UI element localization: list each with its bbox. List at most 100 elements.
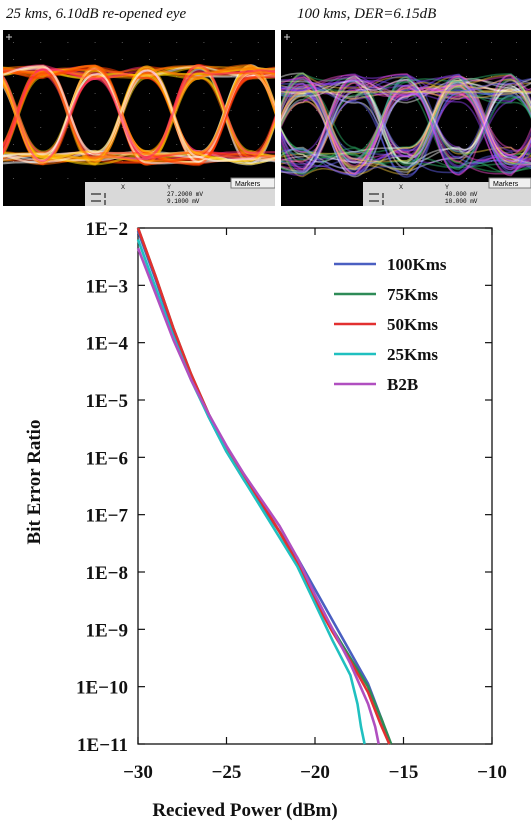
graticule-dot: [341, 127, 342, 128]
eye-trace: [281, 72, 531, 174]
graticule-dot: [230, 110, 232, 111]
graticule-dot: [316, 127, 317, 128]
graticule-dot: [516, 178, 517, 179]
graticule-dot: [441, 161, 442, 162]
eye-trace: [281, 78, 531, 173]
series-lines: [136, 227, 393, 745]
y-tick-label: 1E−2: [86, 219, 129, 240]
eye-trace: [281, 79, 531, 176]
eye-trace: [281, 87, 531, 175]
channel-marker-icon: [6, 34, 12, 40]
eye-trace: [3, 67, 275, 165]
graticule-dot: [466, 127, 467, 128]
y-tick-label: 1E−9: [86, 620, 129, 641]
graticule-dot: [203, 59, 205, 60]
graticule-dot: [257, 42, 259, 43]
eye-trace: [281, 74, 531, 174]
graticule-dot: [466, 93, 467, 94]
y-tick-label: 1E−3: [86, 276, 129, 297]
graticule-dot: [291, 161, 292, 162]
graticule-dot: [40, 59, 42, 60]
eye-trace: [281, 81, 531, 174]
graticule-dot: [416, 178, 417, 179]
graticule-dot: [416, 76, 417, 77]
y-axis-title: Bit Error Ratio: [24, 420, 45, 545]
graticule-dot: [121, 59, 123, 60]
graticule-dot: [121, 144, 123, 145]
eye-trace: [281, 94, 531, 174]
eye-trace: [281, 84, 531, 166]
graticule-dot: [316, 110, 317, 111]
legend-label-50kms: 50Kms: [387, 315, 438, 334]
graticule-dot: [491, 93, 492, 94]
eye-trace: [281, 78, 531, 163]
eye-trace: [281, 81, 531, 165]
graticule-dot: [203, 42, 205, 43]
y-tick-labels: 1E−2 1E−3 1E−4 1E−5 1E−6 1E−7 1E−8 1E−9 1E−10 1E−…: [76, 219, 128, 756]
graticule-dot: [13, 42, 14, 43]
graticule-dot: [416, 161, 417, 162]
eye-trace: [281, 73, 531, 171]
graticule-dot: [516, 76, 517, 77]
graticule-dot: [291, 144, 292, 145]
eye-trace: [281, 73, 531, 128]
eye-trace: [3, 65, 275, 163]
graticule-dot: [67, 59, 69, 60]
graticule-dot: [67, 127, 69, 128]
graticule-dot: [366, 110, 367, 111]
graticule-dot: [203, 93, 205, 94]
graticule-dot: [121, 127, 123, 128]
eye-trace: [281, 74, 531, 174]
graticule-dot: [291, 93, 292, 94]
eye-trace: [281, 85, 531, 176]
channel-marker-icon: [284, 34, 290, 40]
graticule-dot: [316, 59, 317, 60]
eye-trace: [281, 73, 531, 164]
eye-trace: [281, 83, 531, 176]
graticule-dot: [203, 127, 205, 128]
graticule-dot: [491, 178, 492, 179]
graticule-dot: [516, 93, 517, 94]
graticule-dot: [366, 161, 367, 162]
graticule-dot: [13, 161, 14, 162]
eye-trace: [281, 77, 531, 104]
graticule-dot: [366, 42, 367, 43]
graticule-dot: [391, 127, 392, 128]
eye-trace: [3, 68, 275, 158]
eye-trace: [281, 72, 531, 173]
eye-trace: [281, 87, 531, 160]
graticule-dot: [491, 110, 492, 111]
y-tick-label: 1E−7: [86, 506, 129, 527]
x-tick-label: −20: [300, 762, 330, 783]
graticule-dot: [13, 144, 14, 145]
graticule-dot: [316, 144, 317, 145]
graticule-dot: [516, 42, 517, 43]
graticule-dot: [516, 127, 517, 128]
graticule-dot: [176, 59, 178, 60]
y-tick-label: 1E−6: [86, 448, 129, 469]
graticule-dot: [94, 127, 96, 128]
graticule-dot: [516, 144, 517, 145]
eye-trace: [281, 75, 531, 173]
graticule-dot: [203, 110, 205, 111]
graticule-dot: [40, 93, 42, 94]
eye-trace: [281, 89, 531, 166]
graticule-dot: [366, 59, 367, 60]
eye-trace: [281, 73, 531, 161]
graticule-dot: [516, 59, 517, 60]
graticule-dot: [466, 42, 467, 43]
eye-trace: [281, 79, 531, 178]
graticule-dot: [516, 161, 517, 162]
graticule-dot: [121, 93, 123, 94]
eye-trace: [3, 71, 275, 165]
eye-trace: [281, 81, 531, 165]
graticule-dot: [466, 161, 467, 162]
eye-trace: [281, 74, 531, 171]
graticule-dot: [491, 127, 492, 128]
x-tick-labels: −30 −25 −20 −15 −10: [123, 762, 507, 783]
graticule-dot: [416, 93, 417, 94]
graticule-dot: [366, 144, 367, 145]
graticule-dot: [121, 178, 123, 179]
eye-traces: [281, 72, 531, 178]
graticule-dot: [491, 161, 492, 162]
